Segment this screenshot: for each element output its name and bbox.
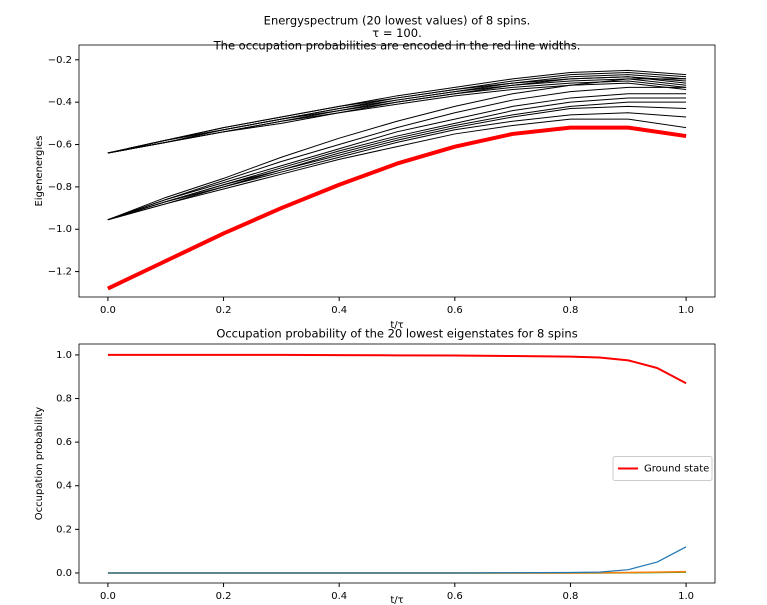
data-line [107, 546, 687, 574]
data-line [107, 86, 687, 221]
data-line [107, 78, 687, 154]
legend-box [612, 456, 713, 481]
x-tick-label: 0.4 [331, 591, 347, 602]
x-tick-label: 0.8 [563, 591, 579, 602]
y-tick-label: 0.4 [56, 481, 72, 492]
x-tick-label: 0.6 [447, 305, 463, 316]
x-tick-label: 0.4 [331, 305, 347, 316]
y-tick-label: 0.0 [56, 568, 72, 579]
data-line [107, 105, 687, 221]
data-line [107, 125, 687, 291]
data-line [107, 112, 687, 221]
x-tick-label: 0.2 [216, 305, 232, 316]
legend: Ground state [612, 456, 713, 481]
axes-frame [78, 343, 716, 584]
y-tick-label: −1.0 [48, 224, 72, 235]
data-line [107, 118, 687, 221]
x-tick-label: 1.0 [678, 591, 694, 602]
y-tick-label: 0.6 [56, 437, 72, 448]
y-tick-label: −0.2 [48, 55, 72, 66]
x-tick-label: 0.0 [100, 591, 116, 602]
x-tick-label: 1.0 [678, 305, 694, 316]
data-line [107, 97, 687, 221]
y-tick-label: −1.2 [48, 267, 72, 278]
y-tick-label: 0.2 [56, 524, 72, 535]
x-tick-label: 0.6 [447, 591, 463, 602]
chart-title: τ = 100. [372, 26, 421, 40]
chart-title: Occupation probability of the 20 lowest … [216, 327, 577, 341]
y-tick-label: 0.8 [56, 394, 72, 405]
chart-title: The occupation probabilities are encoded… [213, 39, 581, 53]
chart-title: Energyspectrum (20 lowest values) of 8 s… [264, 14, 531, 28]
data-line [107, 353, 687, 385]
data-line [107, 78, 687, 221]
y-tick-label: −0.8 [48, 182, 72, 193]
y-axis-label: Eigenenergies [34, 135, 45, 206]
axes-frame [78, 44, 716, 298]
x-tick-label: 0.2 [216, 591, 232, 602]
x-tick-label: 0.0 [100, 305, 116, 316]
y-tick-label: 1.0 [56, 350, 72, 361]
data-line [107, 76, 687, 154]
x-axis-label: t/τ [390, 320, 403, 331]
legend-label: Ground state [644, 464, 709, 475]
x-axis-label: t/τ [390, 595, 403, 605]
data-line [107, 76, 687, 154]
y-axis-label: Occupation probability [34, 407, 45, 520]
y-tick-label: −0.4 [48, 97, 72, 108]
x-tick-label: 0.8 [563, 305, 579, 316]
data-line [107, 93, 687, 221]
data-line [107, 101, 687, 221]
data-line [107, 82, 687, 154]
y-tick-label: −0.6 [48, 140, 72, 151]
